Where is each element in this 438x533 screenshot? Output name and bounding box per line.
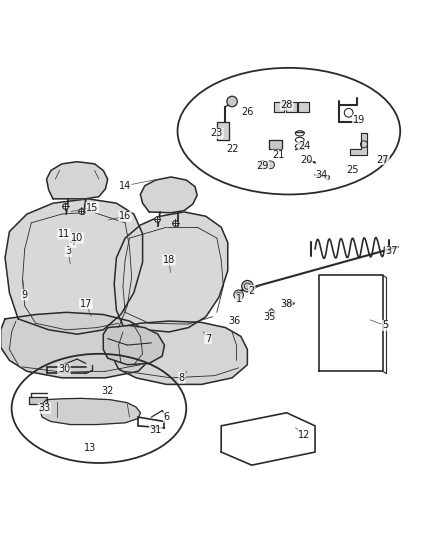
Text: 15: 15 xyxy=(86,203,99,213)
Text: 28: 28 xyxy=(280,100,293,110)
Text: 5: 5 xyxy=(382,320,388,330)
Polygon shape xyxy=(29,398,46,404)
Text: 11: 11 xyxy=(58,229,70,239)
Polygon shape xyxy=(298,102,309,111)
Text: 35: 35 xyxy=(263,312,276,322)
Text: 31: 31 xyxy=(149,425,162,435)
Text: 27: 27 xyxy=(377,155,389,165)
Text: 22: 22 xyxy=(226,143,238,154)
Text: 17: 17 xyxy=(80,298,92,309)
Polygon shape xyxy=(269,140,283,149)
Text: 10: 10 xyxy=(71,233,83,243)
Text: 7: 7 xyxy=(205,334,211,344)
Text: 25: 25 xyxy=(346,165,358,175)
Text: 9: 9 xyxy=(21,290,28,300)
Polygon shape xyxy=(5,199,143,334)
Circle shape xyxy=(227,96,237,107)
Text: 32: 32 xyxy=(102,386,114,396)
Polygon shape xyxy=(40,398,141,425)
Text: 18: 18 xyxy=(162,255,175,265)
Polygon shape xyxy=(141,177,197,213)
Text: 38: 38 xyxy=(281,298,293,309)
Polygon shape xyxy=(103,326,164,365)
Text: 26: 26 xyxy=(241,107,254,117)
Text: 16: 16 xyxy=(119,211,131,221)
Polygon shape xyxy=(112,321,247,384)
Text: 23: 23 xyxy=(211,128,223,139)
Polygon shape xyxy=(1,312,151,378)
Text: 24: 24 xyxy=(298,141,311,151)
Text: 21: 21 xyxy=(272,150,284,160)
Text: 1: 1 xyxy=(236,294,242,304)
Text: 37: 37 xyxy=(385,246,398,256)
Circle shape xyxy=(234,290,244,300)
Text: 12: 12 xyxy=(298,430,311,440)
Circle shape xyxy=(242,280,253,292)
Polygon shape xyxy=(286,102,297,111)
Text: 33: 33 xyxy=(38,403,50,414)
Text: 30: 30 xyxy=(58,364,70,374)
Circle shape xyxy=(259,161,267,169)
Polygon shape xyxy=(350,133,367,155)
Text: 34: 34 xyxy=(315,170,328,180)
Text: 8: 8 xyxy=(179,373,185,383)
Text: 3: 3 xyxy=(65,246,71,256)
Text: 20: 20 xyxy=(300,155,312,165)
Text: 13: 13 xyxy=(84,443,96,453)
Text: 6: 6 xyxy=(163,412,170,422)
Polygon shape xyxy=(274,102,285,111)
Polygon shape xyxy=(46,161,108,199)
Polygon shape xyxy=(217,123,229,140)
Text: 14: 14 xyxy=(119,181,131,191)
Text: 29: 29 xyxy=(257,161,269,171)
Text: 19: 19 xyxy=(353,115,365,125)
Text: 2: 2 xyxy=(249,286,255,295)
Text: 4: 4 xyxy=(70,238,76,247)
Circle shape xyxy=(267,161,275,169)
Text: 36: 36 xyxy=(228,316,240,326)
Polygon shape xyxy=(114,212,228,332)
